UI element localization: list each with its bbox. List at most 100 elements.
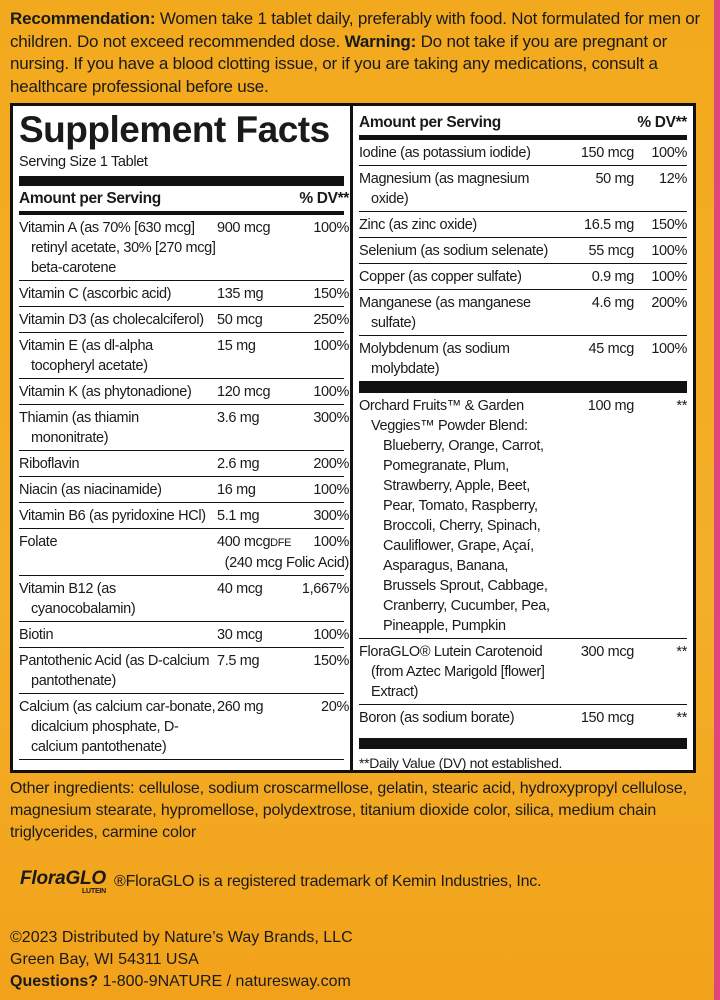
facts-row: Biotin 30 mcg 100% bbox=[19, 622, 349, 648]
amount: 2.6 mg bbox=[217, 454, 295, 474]
nutrient-name: Riboflavin bbox=[19, 454, 217, 474]
nutrient-label: Folate bbox=[19, 534, 58, 550]
amount: 120 mcg bbox=[217, 382, 295, 402]
amount-value: 150 mcg bbox=[580, 145, 635, 161]
amount-value: 50 mg bbox=[595, 171, 634, 187]
nutrient-name: Vitamin E (as dl-alpha tocopheryl acetat… bbox=[19, 336, 217, 376]
amount-value: 900 mcg bbox=[217, 220, 271, 236]
nutrient-label: Copper (as copper sulfate) bbox=[359, 269, 522, 285]
daily-value: 100% bbox=[651, 341, 687, 357]
amount: 100 mg bbox=[564, 396, 635, 636]
amount: 300 mcg bbox=[564, 642, 635, 702]
facts-row: Magnesium (as magnesium oxide) 50 mg 12% bbox=[359, 166, 687, 212]
thick-rule bbox=[359, 382, 687, 393]
amount-value: 4.6 mg bbox=[591, 295, 635, 311]
daily-value: 100% bbox=[651, 243, 687, 259]
nutrient-name: Vitamin C (ascorbic acid) bbox=[19, 284, 217, 304]
warning-text: Do not take if you are pregnant or nursi… bbox=[10, 31, 668, 96]
amount: 5.1 mg bbox=[217, 506, 295, 526]
nutrient-label: Vitamin K (as phytonadione) bbox=[19, 384, 192, 400]
nutrient-label: Niacin (as niacinamide) bbox=[19, 482, 162, 498]
facts-row: Thiamin (as thiamin mononitrate) 3.6 mg 30… bbox=[19, 405, 349, 451]
amount-value: 2.6 mg bbox=[217, 456, 260, 472]
daily-value: ** bbox=[676, 644, 687, 660]
facts-rows: Vitamin A (as 70% [630 mcg] retinyl acet… bbox=[19, 215, 349, 760]
amount: 150 mcg bbox=[564, 143, 635, 163]
nutrient-label: Vitamin B6 (as pyridoxine HCl) bbox=[19, 508, 206, 524]
daily-value: 100% bbox=[313, 482, 349, 498]
amount-value: 16.5 mg bbox=[584, 217, 634, 233]
facts-row: Vitamin B12 (as cyanocobalamin) 40 mcg 1,6… bbox=[19, 576, 349, 622]
nutrient-label: Calcium (as calcium car-bonate, dicalciu… bbox=[19, 699, 216, 755]
serving-size: Serving Size 1 Tablet bbox=[19, 154, 148, 170]
copyright: ©2023 Distributed by Nature’s Way Brands… bbox=[10, 929, 353, 946]
nutrient-label: Biotin bbox=[19, 627, 54, 643]
amount-value: 7.5 mg bbox=[217, 653, 260, 669]
facts-row: Vitamin E (as dl-alpha tocopheryl acetat… bbox=[19, 333, 349, 379]
nutrient-label: Vitamin E (as dl-alpha tocopheryl acetat… bbox=[19, 338, 153, 374]
thick-rule bbox=[19, 176, 344, 186]
facts-left-column: Supplement Facts Serving Size 1 Tablet A… bbox=[13, 106, 353, 770]
nutrient-label: Zinc (as zinc oxide) bbox=[359, 217, 477, 233]
amount: 15 mg bbox=[217, 336, 295, 376]
amount: 7.5 mg bbox=[217, 651, 295, 691]
nutrient-name: Biotin bbox=[19, 625, 217, 645]
amount: 0.9 mg bbox=[564, 267, 635, 287]
nutrient-name: Boron (as sodium borate) bbox=[359, 708, 564, 728]
rule bbox=[359, 135, 687, 140]
daily-value: ** bbox=[676, 398, 687, 414]
nutrient-name: Vitamin K (as phytonadione) bbox=[19, 382, 217, 402]
facts-row: Vitamin K (as phytonadione) 120 mcg 100% bbox=[19, 379, 349, 405]
amount-note: (240 mcg Folic Acid) bbox=[224, 555, 350, 571]
amount: 45 mcg bbox=[564, 339, 635, 379]
daily-value: 100% bbox=[313, 384, 349, 400]
daily-value: 100% bbox=[313, 627, 349, 643]
amount-header: Amount per Serving bbox=[359, 114, 501, 131]
daily-value: 100% bbox=[313, 534, 349, 550]
amount-value: 30 mcg bbox=[217, 627, 263, 643]
nutrient-name: Copper (as copper sulfate) bbox=[359, 267, 564, 287]
logo-text: FloraGLO bbox=[20, 867, 107, 889]
nutrient-label: Pantothenic Acid (as D-calcium pantothen… bbox=[19, 653, 210, 689]
nutrient-label: Molybdenum (as sodium molybdate) bbox=[359, 341, 510, 377]
facts-header: Amount per Serving % DV** bbox=[359, 110, 687, 135]
daily-value: 20% bbox=[321, 699, 349, 715]
nutrient-label: Selenium (as sodium selenate) bbox=[359, 243, 548, 259]
amount: 50 mg bbox=[564, 169, 634, 209]
footnote: **Daily Value (DV) not established. bbox=[359, 755, 563, 771]
facts-row: FloraGLO® Lutein Carotenoid (from Aztec … bbox=[359, 639, 687, 705]
nutrient-name: Iodine (as potassium iodide) bbox=[359, 143, 564, 163]
facts-row: Manganese (as manganese sulfate) 4.6 mg 20… bbox=[359, 290, 687, 336]
daily-value: 100% bbox=[651, 145, 687, 161]
amount-value: 135 mg bbox=[217, 286, 264, 302]
amount-value: 40 mcg bbox=[217, 581, 263, 597]
nutrient-name: Molybdenum (as sodium molybdate) bbox=[359, 339, 564, 379]
daily-value: ** bbox=[676, 710, 687, 726]
amount-value: 45 mcg bbox=[588, 341, 635, 357]
amount: 150 mcg bbox=[564, 708, 635, 728]
nutrient-label: Vitamin D3 (as cholecalciferol) bbox=[19, 312, 204, 328]
blend-ingredients: Blueberry, Orange, Carrot, Pomegranate, … bbox=[383, 438, 550, 634]
nutrient-name: Folate bbox=[19, 532, 217, 553]
nutrient-name: Vitamin A (as 70% [630 mcg] retinyl acet… bbox=[19, 218, 217, 278]
amount-header: Amount per Serving bbox=[19, 190, 161, 207]
facts-row: Orchard Fruits™ & Garden Veggies™ Powder… bbox=[359, 393, 687, 639]
amount-unit: DFE bbox=[270, 537, 292, 549]
amount: 900 mcg bbox=[217, 218, 295, 278]
facts-row: Boron (as sodium borate) 150 mcg ** bbox=[359, 705, 687, 730]
nutrient-label: Iodine (as potassium iodide) bbox=[359, 145, 531, 161]
nutrient-name: Zinc (as zinc oxide) bbox=[359, 215, 564, 235]
amount-value: 50 mcg bbox=[217, 312, 263, 328]
daily-value: 150% bbox=[651, 217, 687, 233]
nutrient-label: Riboflavin bbox=[19, 456, 80, 472]
amount: 135 mg bbox=[217, 284, 295, 304]
address: Green Bay, WI 54311 USA bbox=[10, 951, 199, 968]
nutrient-label: Manganese (as manganese sulfate) bbox=[359, 295, 531, 331]
recommendation-text: Women take 1 tablet daily, preferably wi… bbox=[10, 9, 701, 51]
amount-value: 16 mg bbox=[217, 482, 256, 498]
nutrient-label: Vitamin C (ascorbic acid) bbox=[19, 286, 172, 302]
amount: 50 mcg bbox=[217, 310, 295, 330]
nutrient-name: Selenium (as sodium selenate) bbox=[359, 241, 564, 261]
amount-value: 0.9 mg bbox=[591, 269, 635, 285]
amount: 3.6 mg bbox=[217, 408, 295, 448]
